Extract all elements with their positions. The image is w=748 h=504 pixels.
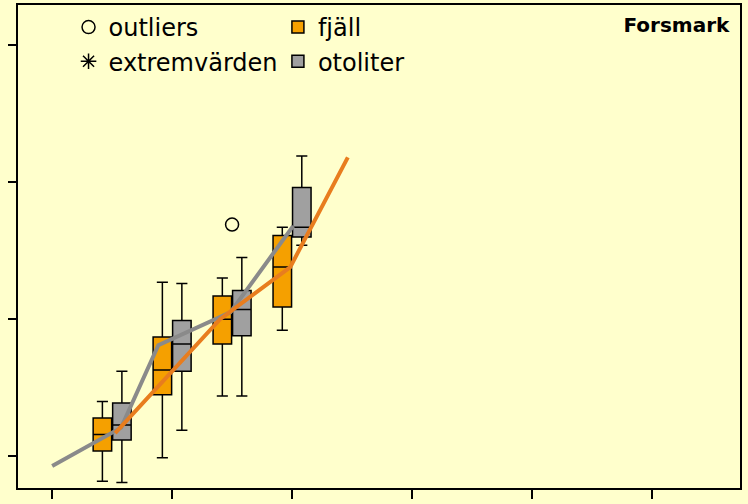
svg-text:extremvärden: extremvärden xyxy=(109,49,278,77)
svg-text:fjäll: fjäll xyxy=(318,14,361,42)
svg-text:otoliter: otoliter xyxy=(318,49,404,77)
svg-text:outliers: outliers xyxy=(109,14,199,42)
svg-text:Forsmark: Forsmark xyxy=(623,13,730,37)
